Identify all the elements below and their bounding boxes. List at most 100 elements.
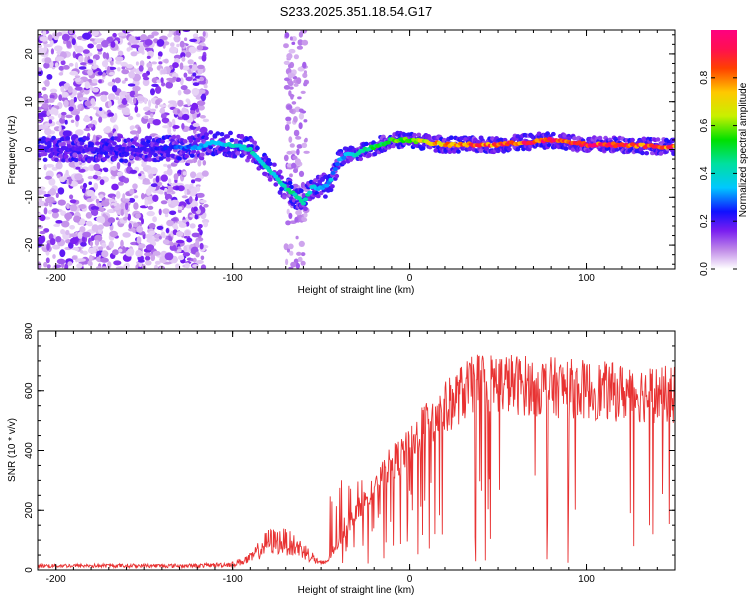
heatmap-noise-cell <box>41 103 49 109</box>
heatmap-noise-cell <box>138 45 145 54</box>
heatmap-ridge-cell <box>247 146 253 151</box>
heatmap-noise-cell <box>192 82 200 86</box>
heatmap-ridge-halo <box>562 133 567 138</box>
heatmap-noise-cell <box>39 36 49 42</box>
heatmap-noise-cell <box>99 216 106 224</box>
heatmap-ridge-halo <box>182 139 188 144</box>
heatmap-noise-cell <box>117 181 124 186</box>
heatmap-noise-cell <box>203 221 209 228</box>
heatmap-noise-cell <box>288 136 293 143</box>
heatmap-noise-cell <box>43 202 49 207</box>
heatmap-noise-cell <box>38 235 45 244</box>
heatmap-noise-cell <box>83 116 91 123</box>
heatmap-noise-cell <box>199 205 203 210</box>
heatmap-noise-cell <box>298 122 303 130</box>
heatmap-ridge-halo <box>85 136 90 141</box>
heatmap-noise-cell <box>177 206 183 211</box>
heatmap-noise-cell <box>46 264 51 269</box>
heatmap-ridge-halo <box>89 142 95 147</box>
heatmap-noise-cell <box>68 62 74 67</box>
heatmap-noise-cell <box>146 210 155 217</box>
heatmap-noise-cell <box>94 170 102 176</box>
heatmap-noise-cell <box>124 77 128 82</box>
heatmap-ridge-halo <box>313 178 318 183</box>
heatmap-noise-cell <box>285 258 289 266</box>
heatmap-ridge-halo <box>165 153 171 158</box>
heatmap-noise-cell <box>174 222 178 229</box>
heatmap-noise-cell <box>175 239 185 244</box>
heatmap-noise-cell <box>63 83 69 89</box>
heatmap-noise-cell <box>199 126 208 134</box>
heatmap-noise-cell <box>122 177 130 184</box>
heatmap-noise-cell <box>166 168 173 176</box>
heatmap-noise-cell <box>165 227 170 234</box>
heatmap-noise-cell <box>46 196 55 203</box>
heatmap-noise-cell <box>39 230 46 235</box>
heatmap-noise-cell <box>41 86 47 91</box>
heatmap-ridge-halo <box>235 151 241 156</box>
heatmap-noise-cell <box>294 216 299 223</box>
heatmap-ridge-halo <box>72 152 78 157</box>
heatmap-noise-cell <box>115 190 121 199</box>
heatmap-noise-cell <box>51 211 59 219</box>
heatmap-ridge-halo <box>54 157 59 162</box>
heatmap-ridge-halo <box>655 137 661 142</box>
heatmap-noise-cell <box>156 225 164 230</box>
heatmap-noise-cell <box>290 93 294 100</box>
heatmap-ridge-halo <box>144 142 150 148</box>
heatmap-noise-cell <box>145 244 155 251</box>
heatmap-noise-cell <box>152 216 158 223</box>
x-tick-label: -200 <box>46 574 66 585</box>
heatmap-noise-cell <box>56 258 66 265</box>
heatmap-noise-cell <box>192 64 198 72</box>
heatmap-noise-cell <box>100 91 109 96</box>
heatmap-noise-cell <box>59 249 66 258</box>
heatmap-noise-cell <box>82 250 88 255</box>
heatmap-noise-cell <box>127 213 131 221</box>
heatmap-noise-cell <box>61 220 70 228</box>
y-tick-label: 0 <box>24 146 35 152</box>
heatmap-noise-cell <box>158 191 164 195</box>
heatmap-noise-cell <box>44 175 52 180</box>
colorbar-gradient <box>711 30 737 269</box>
heatmap-noise-cell <box>73 215 81 223</box>
heatmap-ridge-halo <box>502 137 508 143</box>
heatmap-noise-cell <box>183 245 187 253</box>
heatmap-noise-cell <box>126 47 131 52</box>
heatmap-noise-cell <box>202 160 207 166</box>
heatmap-noise-cell <box>43 207 48 215</box>
heatmap-ridge-halo <box>546 142 552 148</box>
heatmap-noise-cell <box>93 58 97 66</box>
heatmap-noise-cell <box>298 112 304 120</box>
heatmap-ridge-cell <box>385 140 391 145</box>
heatmap-noise-cell <box>169 242 174 247</box>
heatmap-noise-cell <box>69 204 78 212</box>
heatmap-noise-cell <box>122 193 126 201</box>
heatmap-noise-cell <box>137 126 142 134</box>
heatmap-noise-cell <box>196 192 205 198</box>
heatmap-noise-cell <box>54 45 63 52</box>
heatmap-noise-cell <box>55 236 62 243</box>
heatmap-noise-cell <box>143 76 150 81</box>
heatmap-noise-cell <box>88 181 92 185</box>
heatmap-noise-cell <box>165 81 173 89</box>
heatmap-ridge-halo <box>515 147 521 152</box>
heatmap-noise-cell <box>147 122 151 129</box>
heatmap-noise-cell <box>78 218 86 226</box>
y-tick-label: 10 <box>24 96 35 108</box>
heatmap-noise-cell <box>85 221 90 225</box>
heatmap-noise-cell <box>96 266 102 269</box>
heatmap-noise-cell <box>101 250 109 258</box>
y-tick-label: 0 <box>24 567 35 573</box>
heatmap-noise-cell <box>82 49 90 54</box>
heatmap-ridge-halo <box>255 145 260 151</box>
heatmap-noise-cell <box>298 31 303 38</box>
heatmap-noise-cell <box>129 130 138 135</box>
heatmap-noise-cell <box>173 173 179 181</box>
heatmap-noise-cell <box>158 208 162 216</box>
heatmap-noise-cell <box>110 175 116 180</box>
heatmap-noise-cell <box>68 30 74 35</box>
heatmap-noise-cell <box>69 233 78 238</box>
heatmap-noise-cell <box>87 247 97 254</box>
heatmap-ridge-halo <box>563 146 569 151</box>
